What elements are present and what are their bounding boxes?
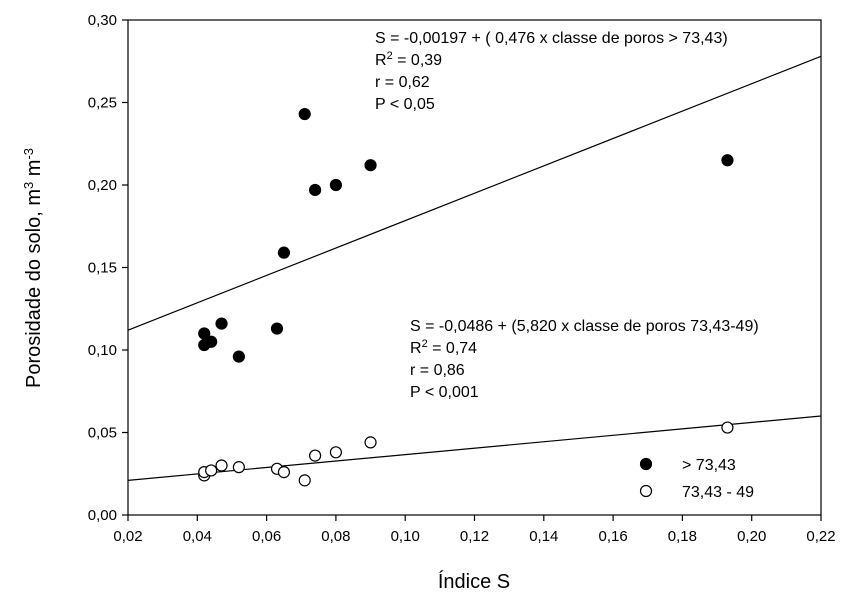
open-data-point [277, 466, 291, 479]
x-tick-label: 0,22 [806, 528, 835, 545]
y-tick-label: 0,00 [88, 507, 117, 524]
regression-line-1 [127, 55, 822, 331]
annotation-2-line-3: r = 0,86 [410, 362, 465, 379]
x-tick-label: 0,08 [321, 528, 350, 545]
annotation-1-line-1: S = -0,00197 + ( 0,476 x classe de poros… [375, 30, 728, 47]
y-tick-label: 0,30 [88, 12, 117, 29]
x-tick-label: 0,16 [598, 528, 627, 545]
annotation-1-line-2: R2 = 0,39 [375, 50, 442, 69]
annotation-2-line-1: S = -0,0486 + (5,820 x classe de poros 7… [410, 318, 759, 335]
filled-data-point [721, 154, 734, 167]
filled-data-point [298, 107, 311, 121]
open-data-point [232, 461, 245, 474]
x-tick-label: 0,18 [668, 528, 697, 545]
data-points [198, 107, 734, 487]
annotation-1-line-3: r = 0,62 [375, 74, 430, 91]
filled-data-point [364, 159, 377, 172]
x-axis-title: Índice S [438, 570, 510, 593]
y-tick-label: 0,05 [88, 425, 117, 442]
filled-data-point [205, 335, 218, 348]
filled-data-point [215, 317, 228, 330]
legend-marker-2 [639, 484, 653, 498]
x-tick-label: 0,14 [529, 528, 558, 545]
annotation-2-line-4: P < 0,001 [410, 384, 479, 401]
x-tick-label: 0,06 [252, 528, 281, 545]
x-tick-label: 0,10 [391, 528, 420, 545]
filled-data-point [329, 178, 342, 192]
x-tick-label: 0,02 [113, 528, 142, 545]
legend: > 73,43 73,43 - 49 [639, 457, 754, 501]
regression-lines [127, 55, 822, 481]
x-tick-label: 0,20 [737, 528, 766, 545]
y-axis-title-prefix: Porosidade do solo, m [23, 189, 45, 388]
filled-data-point [270, 322, 284, 335]
open-data-point [205, 464, 218, 477]
open-data-point [309, 449, 322, 462]
filled-data-point [277, 246, 291, 259]
open-data-point [721, 421, 734, 434]
y-tick-label: 0,10 [88, 342, 117, 359]
open-data-point [329, 446, 342, 459]
y-tick-label: 0,20 [88, 177, 117, 194]
x-tick-label: 0,12 [460, 528, 489, 545]
filled-data-point [232, 350, 245, 363]
plot-frame [127, 19, 822, 516]
legend-marker-1 [639, 457, 653, 471]
annotation-1-line-4: P < 0,05 [375, 96, 435, 113]
y-axis-title: Porosidade do solo, m3 m-3 [21, 148, 46, 388]
x-tick-label: 0,04 [183, 528, 212, 545]
open-data-point [298, 474, 311, 487]
open-data-point [364, 436, 377, 449]
filled-data-point [309, 183, 322, 197]
equation-annotations: S = -0,00197 + ( 0,476 x classe de poros… [375, 30, 759, 401]
open-data-point [215, 459, 228, 472]
y-axis-title-mid: m [23, 160, 45, 182]
y-axis-title-sup2: -3 [21, 148, 36, 160]
legend-label-1: > 73,43 [682, 457, 736, 474]
y-axis-title-sup1: 3 [21, 182, 36, 189]
axes: 0,02 0,04 0,06 0,08 0,10 0,12 0,14 0,16 0,18 0,20… [88, 12, 836, 545]
y-tick-label: 0,25 [88, 95, 117, 112]
annotation-2-line-2: R2 = 0,74 [410, 338, 477, 357]
y-tick-label: 0,15 [88, 260, 117, 277]
legend-label-2: 73,43 - 49 [682, 484, 754, 501]
